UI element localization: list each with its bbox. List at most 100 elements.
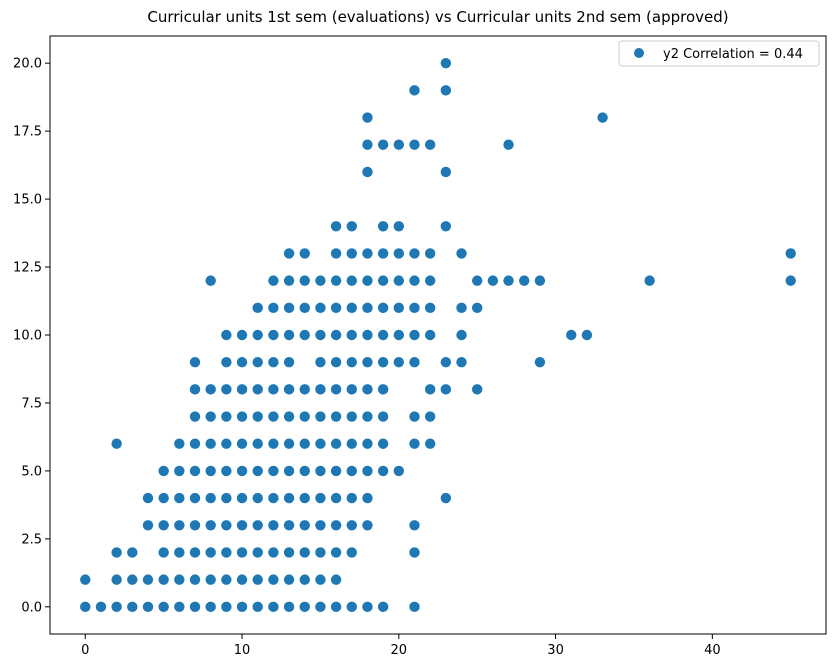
scatter-point — [315, 384, 326, 395]
scatter-point — [330, 302, 342, 314]
scatter-point — [236, 329, 248, 341]
scatter-point — [205, 547, 216, 558]
scatter-point — [252, 329, 263, 341]
scatter-point — [330, 465, 342, 477]
y-tick-label: 10.0 — [13, 329, 42, 344]
scatter-point — [362, 411, 373, 422]
scatter-point — [362, 302, 373, 314]
scatter-point — [503, 139, 514, 150]
scatter-point — [315, 574, 326, 585]
scatter-point — [346, 356, 357, 368]
scatter-point — [440, 57, 452, 69]
scatter-point — [299, 601, 310, 613]
scatter-point — [205, 384, 216, 395]
scatter-point — [174, 520, 185, 531]
scatter-point — [330, 574, 342, 585]
plot-area-frame — [49, 35, 827, 635]
scatter-point — [534, 356, 546, 368]
scatter-point — [221, 547, 232, 558]
scatter-point — [174, 574, 185, 585]
scatter-point — [566, 329, 577, 341]
scatter-point — [424, 384, 436, 395]
scatter-point — [409, 547, 420, 558]
scatter-point — [268, 384, 279, 395]
x-tick-label: 0 — [81, 643, 89, 658]
scatter-point — [346, 438, 357, 449]
scatter-point — [330, 547, 342, 558]
scatter-point — [440, 221, 452, 232]
scatter-point — [330, 384, 342, 395]
scatter-point — [268, 438, 279, 449]
scatter-point — [409, 356, 420, 368]
scatter-point — [236, 492, 248, 504]
scatter-point — [362, 248, 373, 259]
scatter-point — [252, 384, 263, 395]
scatter-point — [377, 601, 389, 613]
scatter-point — [252, 356, 263, 368]
scatter-point — [189, 384, 201, 395]
scatter-point — [362, 112, 373, 123]
scatter-point — [503, 275, 514, 286]
x-tick-label: 30 — [547, 643, 564, 658]
scatter-point — [299, 465, 310, 477]
scatter-point — [142, 601, 154, 613]
scatter-point — [440, 166, 452, 178]
scatter-point — [346, 465, 357, 477]
scatter-point — [283, 520, 295, 531]
scatter-point — [409, 411, 420, 422]
scatter-point — [299, 275, 310, 286]
scatter-point — [158, 601, 169, 613]
scatter-point — [346, 248, 357, 259]
scatter-point — [283, 547, 295, 558]
scatter-point — [236, 547, 248, 558]
scatter-point — [252, 601, 263, 613]
scatter-point — [111, 438, 122, 449]
scatter-point — [424, 438, 436, 449]
scatter-point — [393, 248, 405, 259]
scatter-point — [377, 438, 389, 449]
scatter-point — [346, 520, 357, 531]
scatter-point — [346, 221, 357, 232]
scatter-point — [377, 329, 389, 341]
scatter-point — [362, 166, 373, 178]
scatter-point — [362, 356, 373, 368]
scatter-point — [409, 329, 420, 341]
scatter-point — [299, 520, 310, 531]
legend-marker — [634, 48, 644, 58]
y-tick-label: 12.5 — [13, 261, 42, 276]
scatter-point — [346, 492, 357, 504]
scatter-point — [268, 465, 279, 477]
scatter-point — [221, 465, 232, 477]
scatter-point — [221, 438, 232, 449]
scatter-point — [189, 465, 201, 477]
y-tick-label: 17.5 — [13, 125, 42, 140]
scatter-point — [409, 438, 420, 449]
y-tick-label: 15.0 — [13, 193, 42, 208]
scatter-point — [299, 547, 310, 558]
scatter-point — [393, 356, 405, 368]
scatter-point — [205, 411, 216, 422]
scatter-point — [424, 411, 436, 422]
scatter-point — [283, 492, 295, 504]
y-tick-label: 5.0 — [21, 464, 42, 479]
scatter-point — [315, 411, 326, 422]
scatter-point — [362, 329, 373, 341]
scatter-point — [346, 302, 357, 314]
scatter-point — [252, 547, 263, 558]
scatter-point — [377, 275, 389, 286]
scatter-point — [283, 275, 295, 286]
scatter-point — [315, 356, 326, 368]
scatter-point — [174, 492, 185, 504]
scatter-point — [534, 275, 546, 286]
scatter-point — [346, 329, 357, 341]
y-tick-label: 7.5 — [21, 396, 42, 411]
scatter-point — [299, 384, 310, 395]
scatter-point — [299, 574, 310, 585]
scatter-point — [189, 438, 201, 449]
scatter-point — [221, 574, 232, 585]
y-tick-label: 20.0 — [13, 57, 42, 72]
scatter-point — [785, 248, 796, 259]
scatter-point — [393, 221, 405, 232]
scatter-point — [174, 438, 185, 449]
scatter-point — [205, 438, 216, 449]
